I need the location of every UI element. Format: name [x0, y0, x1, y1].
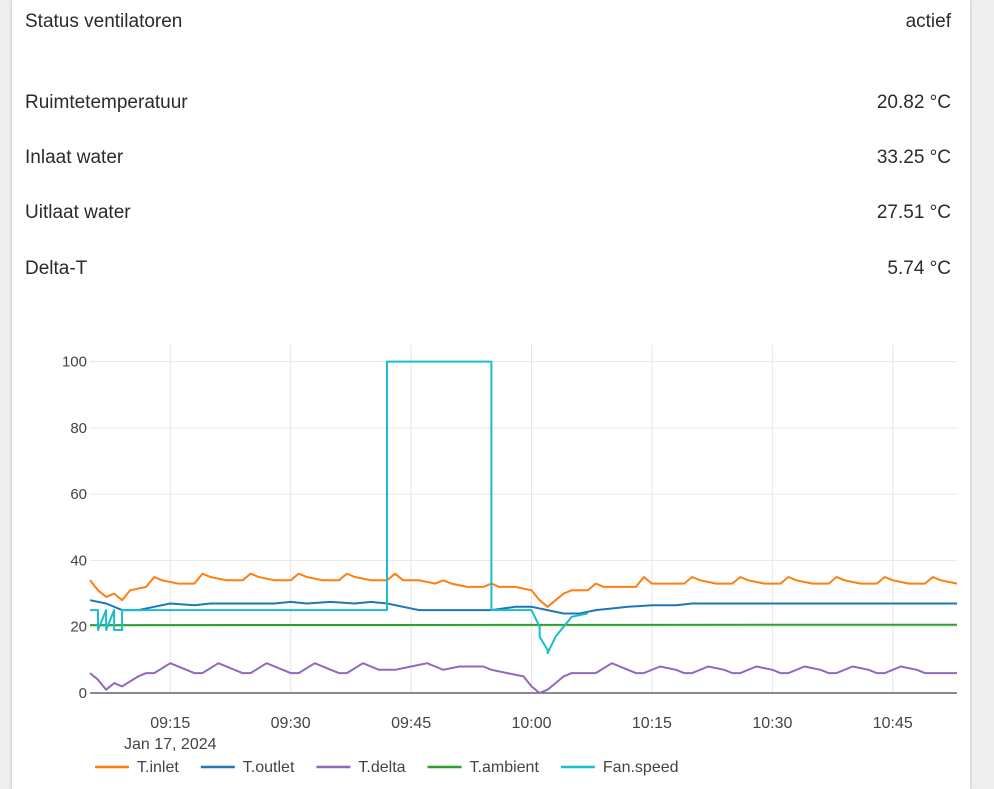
x-tick-label: 10:30 — [752, 715, 792, 732]
chart-lines — [89, 360, 958, 694]
y-axis: 0 20 40 60 80 100 — [62, 354, 87, 702]
room-temperature-value: 20.82 °C — [876, 92, 951, 113]
inlet-water-label: Inlaat water — [25, 147, 124, 168]
y-tick-label: 40 — [70, 552, 87, 569]
room-temperature-label: Ruimtetemperatuur — [25, 92, 188, 113]
legend-label-fan-speed: Fan.speed — [603, 759, 679, 776]
y-tick-label: 60 — [70, 486, 87, 503]
legend-label-t-inlet: T.inlet — [137, 759, 179, 776]
status-value: actief — [905, 11, 951, 32]
series-line-t-inlet[interactable] — [89, 572, 958, 608]
inlet-water-value: 33.25 °C — [876, 147, 951, 168]
chart-grid — [90, 345, 957, 694]
legend-label-t-outlet: T.outlet — [243, 759, 295, 776]
chart-legend: T.inlet T.outlet T.delta T.ambient Fan.speed — [95, 759, 679, 776]
status-label: Status ventilatoren — [25, 11, 183, 32]
y-tick-label: 80 — [70, 420, 87, 437]
y-tick-label: 20 — [70, 619, 87, 636]
series-line-fan-speed[interactable] — [90, 360, 588, 655]
legend-item-t-ambient[interactable]: T.ambient — [427, 759, 540, 776]
x-tick-label: 10:45 — [873, 715, 913, 732]
legend-item-t-delta[interactable]: T.delta — [316, 759, 406, 776]
room-temperature-row: Ruimtetemperatuur 20.82 °C — [25, 88, 951, 118]
legend-item-t-inlet[interactable]: T.inlet — [95, 759, 179, 776]
delta-t-value: 5.74 °C — [887, 258, 951, 279]
series-line-t-outlet[interactable] — [89, 599, 957, 615]
inlet-water-row: Inlaat water 33.25 °C — [25, 143, 951, 173]
legend-label-t-delta: T.delta — [358, 759, 405, 776]
legend-item-t-outlet[interactable]: T.outlet — [200, 759, 295, 776]
series-line-t-delta[interactable] — [89, 662, 957, 694]
x-tick-label: 09:45 — [391, 715, 431, 732]
delta-t-row: Delta-T 5.74 °C — [25, 254, 951, 284]
x-axis: 09:15 09:30 09:45 10:00 10:15 10:30 10:45 Jan 1… — [124, 715, 913, 753]
x-date-label: Jan 17, 2024 — [124, 736, 217, 753]
outlet-water-label: Uitlaat water — [25, 202, 131, 223]
legend-item-fan-speed[interactable]: Fan.speed — [560, 759, 679, 776]
x-tick-label: 10:00 — [512, 715, 552, 732]
x-tick-label: 09:30 — [271, 715, 311, 732]
outlet-water-row: Uitlaat water 27.51 °C — [25, 198, 951, 228]
delta-t-label: Delta-T — [25, 258, 88, 279]
status-row: Status ventilatoren actief — [25, 7, 951, 37]
x-tick-label: 10:15 — [632, 715, 672, 732]
y-tick-label: 100 — [62, 354, 87, 371]
x-tick-label: 09:15 — [150, 715, 190, 732]
outlet-water-value: 27.51 °C — [876, 202, 951, 223]
legend-label-t-ambient: T.ambient — [470, 759, 540, 776]
y-tick-label: 0 — [79, 685, 87, 702]
